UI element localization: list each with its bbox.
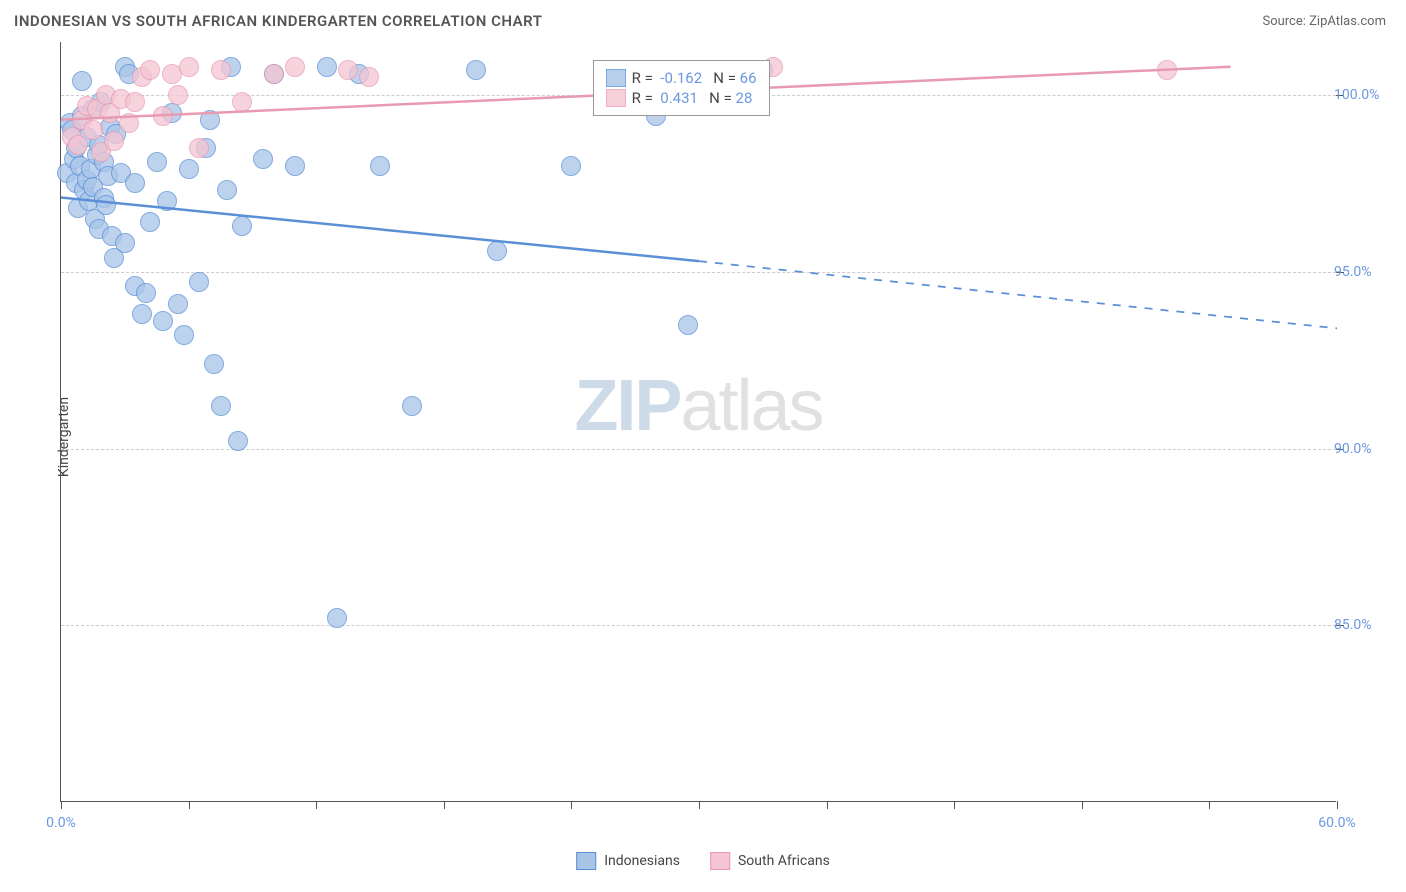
scatter-point xyxy=(211,396,231,416)
correlation-text: R = 0.431 N = 28 xyxy=(632,89,753,107)
scatter-point xyxy=(83,120,103,140)
legend-item-south-africans: South Africans xyxy=(710,852,830,870)
scatter-point xyxy=(179,159,199,179)
scatter-point xyxy=(174,325,194,345)
correlation-row: R = 0.431 N = 28 xyxy=(606,89,757,107)
x-tick xyxy=(571,801,572,809)
scatter-point xyxy=(285,156,305,176)
scatter-point xyxy=(211,60,231,80)
scatter-point xyxy=(678,315,698,335)
scatter-point xyxy=(232,92,252,112)
scatter-point xyxy=(370,156,390,176)
plot-area: ZIPatlas 0.0%60.0%R = -0.162 N = 66R = 0… xyxy=(60,42,1336,802)
source-label: Source: ZipAtlas.com xyxy=(1262,14,1386,29)
x-tick xyxy=(444,801,445,809)
watermark-zip: ZIP xyxy=(574,366,680,446)
scatter-point xyxy=(466,60,486,80)
x-tick xyxy=(61,801,62,809)
correlation-swatch xyxy=(606,89,626,107)
watermark-atlas: atlas xyxy=(680,366,822,446)
gridline xyxy=(61,272,1336,273)
x-tick xyxy=(954,801,955,809)
scatter-point xyxy=(72,71,92,91)
scatter-point xyxy=(561,156,581,176)
scatter-point xyxy=(487,241,507,261)
y-tick-label: 85.0% xyxy=(1334,617,1372,633)
legend-label-indonesians: Indonesians xyxy=(604,853,680,869)
x-tick-label: 0.0% xyxy=(46,815,76,831)
y-tick-label: 90.0% xyxy=(1334,441,1372,457)
scatter-point xyxy=(189,272,209,292)
x-tick xyxy=(1209,801,1210,809)
scatter-point xyxy=(228,431,248,451)
x-tick xyxy=(827,801,828,809)
x-tick xyxy=(1337,801,1338,809)
scatter-point xyxy=(132,304,152,324)
y-tick-label: 95.0% xyxy=(1334,264,1372,280)
scatter-point xyxy=(136,283,156,303)
gridline xyxy=(61,625,1336,626)
gridline xyxy=(61,449,1336,450)
scatter-point xyxy=(189,138,209,158)
scatter-point xyxy=(285,57,305,77)
scatter-point xyxy=(168,85,188,105)
scatter-point xyxy=(119,113,139,133)
scatter-point xyxy=(338,60,358,80)
correlation-swatch xyxy=(606,69,626,87)
scatter-point xyxy=(232,216,252,236)
scatter-point xyxy=(204,354,224,374)
bottom-legend: Indonesians South Africans xyxy=(576,852,830,870)
scatter-point xyxy=(125,92,145,112)
x-tick xyxy=(699,801,700,809)
scatter-point xyxy=(327,608,347,628)
scatter-point xyxy=(125,173,145,193)
scatter-point xyxy=(168,294,188,314)
scatter-point xyxy=(402,396,422,416)
correlation-row: R = -0.162 N = 66 xyxy=(606,69,757,87)
correlation-text: R = -0.162 N = 66 xyxy=(632,69,757,87)
scatter-point xyxy=(264,64,284,84)
x-tick xyxy=(189,801,190,809)
legend-item-indonesians: Indonesians xyxy=(576,852,680,870)
scatter-point xyxy=(153,311,173,331)
scatter-point xyxy=(96,195,116,215)
chart-container: Kindergarten ZIPatlas 0.0%60.0%R = -0.16… xyxy=(14,42,1392,832)
scatter-point xyxy=(140,60,160,80)
scatter-point xyxy=(147,152,167,172)
correlation-legend: R = -0.162 N = 66 R = 0.431 N = 28 xyxy=(593,60,770,116)
scatter-point xyxy=(104,131,124,151)
swatch-indonesians xyxy=(576,852,596,870)
x-tick xyxy=(316,801,317,809)
x-tick xyxy=(1082,801,1083,809)
scatter-point xyxy=(179,57,199,77)
scatter-point xyxy=(157,191,177,211)
scatter-point xyxy=(253,149,273,169)
y-tick-label: 100.0% xyxy=(1334,87,1379,103)
scatter-point xyxy=(217,180,237,200)
chart-title: INDONESIAN VS SOUTH AFRICAN KINDERGARTEN… xyxy=(14,12,542,30)
scatter-point xyxy=(153,106,173,126)
scatter-point xyxy=(140,212,160,232)
scatter-point xyxy=(200,110,220,130)
swatch-south-africans xyxy=(710,852,730,870)
legend-label-south-africans: South Africans xyxy=(738,853,830,869)
watermark: ZIPatlas xyxy=(574,365,822,447)
scatter-point xyxy=(115,233,135,253)
x-tick-label: 60.0% xyxy=(1318,815,1356,831)
scatter-point xyxy=(1157,60,1177,80)
scatter-point xyxy=(359,67,379,87)
scatter-point xyxy=(317,57,337,77)
